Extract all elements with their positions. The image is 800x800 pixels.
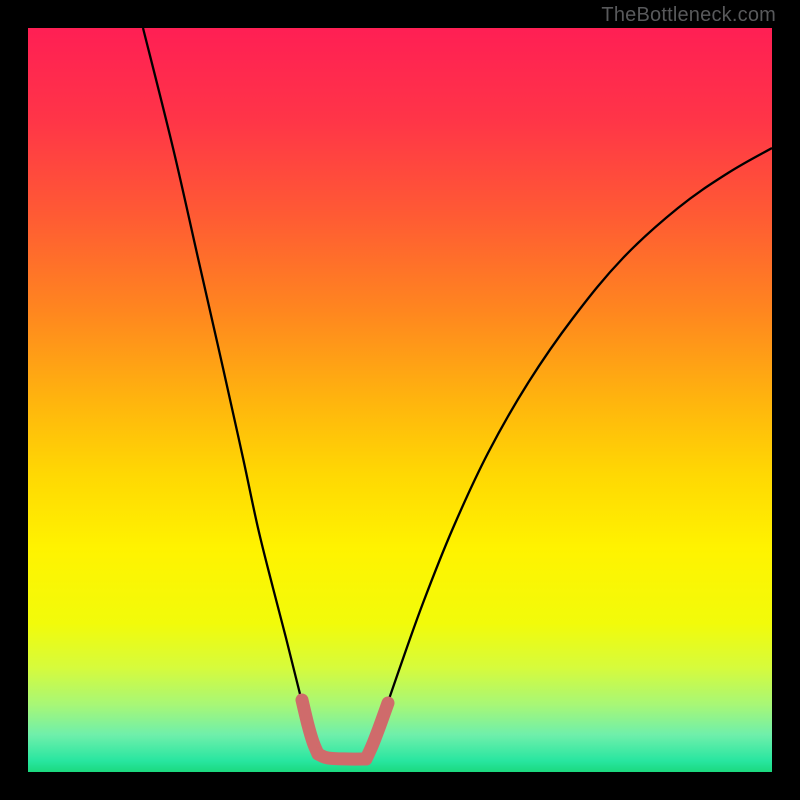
curve-left-thick-tail	[302, 700, 318, 754]
bottleneck-curve-chart	[28, 28, 772, 772]
watermark-text: TheBottleneck.com	[601, 4, 776, 27]
curve-right	[379, 148, 772, 728]
curve-left	[143, 28, 308, 725]
curve-right-thick-start	[366, 703, 388, 759]
plot-area	[28, 28, 772, 772]
trough-segment	[318, 754, 366, 759]
